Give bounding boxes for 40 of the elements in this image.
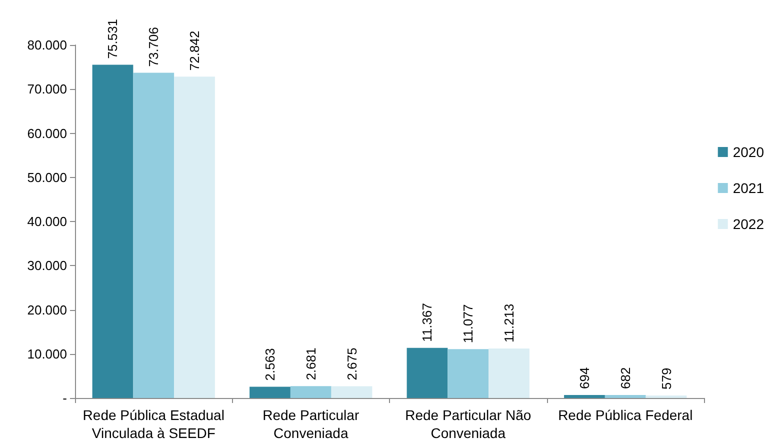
data-label: 11.367 bbox=[420, 303, 435, 342]
legend-label: 2022 bbox=[732, 216, 764, 232]
legend-label: 2021 bbox=[732, 180, 764, 196]
bar bbox=[174, 76, 215, 398]
data-label: 2.681 bbox=[303, 348, 318, 380]
y-tick-label: 50.000 bbox=[27, 170, 67, 185]
legend-label: 2020 bbox=[732, 144, 764, 160]
y-tick-label: 40.000 bbox=[27, 214, 67, 229]
bar bbox=[448, 349, 489, 398]
bar bbox=[646, 395, 687, 398]
y-tick-label: 60.000 bbox=[27, 126, 67, 141]
y-tick-label: 80.000 bbox=[27, 38, 67, 52]
x-tick-label: Rede Particular Conveniada bbox=[262, 407, 360, 441]
data-label: 75.531 bbox=[105, 18, 120, 59]
bar bbox=[604, 394, 646, 398]
x-tick-label: Rede Pública Estadual Vinculada à SEEDF bbox=[82, 407, 224, 441]
y-tick-label: 30.000 bbox=[27, 258, 67, 274]
data-label: 2.675 bbox=[344, 348, 360, 380]
x-tick-label: Rede Pública Federal bbox=[558, 407, 693, 423]
bar bbox=[133, 72, 174, 398]
bar bbox=[406, 348, 448, 398]
data-label: 73.706 bbox=[146, 27, 162, 67]
data-label: 11.077 bbox=[460, 304, 476, 344]
x-tick-label: Rede Particular Não Conveniada bbox=[405, 407, 532, 441]
bar bbox=[331, 386, 372, 398]
data-label: 72.842 bbox=[187, 30, 202, 71]
data-label: 11.213 bbox=[502, 304, 517, 343]
data-label: 579 bbox=[658, 368, 674, 390]
bar bbox=[564, 394, 605, 398]
data-label: 2.563 bbox=[262, 348, 278, 381]
data-label: 694 bbox=[576, 367, 592, 389]
bar bbox=[250, 386, 290, 398]
y-tick-label: 20.000 bbox=[27, 302, 67, 318]
bar bbox=[488, 348, 530, 398]
bar bbox=[92, 64, 134, 398]
bar bbox=[290, 386, 332, 398]
y-tick-label: 10.000 bbox=[27, 346, 67, 362]
y-tick-label: - bbox=[62, 390, 67, 406]
y-tick-label: 70.000 bbox=[27, 82, 67, 97]
data-label: 682 bbox=[618, 367, 633, 389]
